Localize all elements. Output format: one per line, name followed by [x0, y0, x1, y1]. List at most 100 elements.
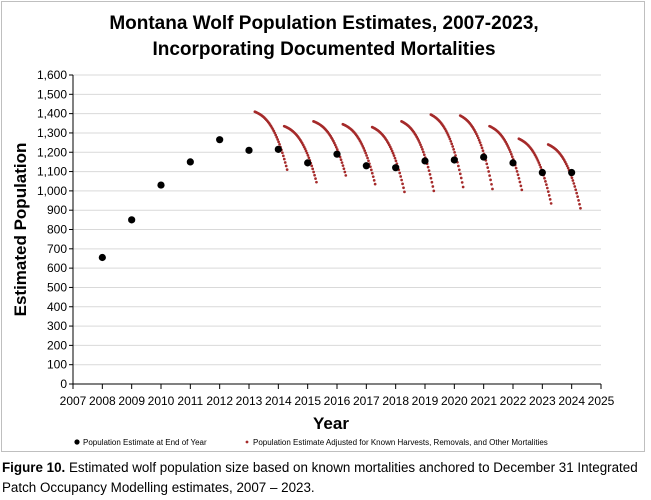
y-tick-label: 700	[47, 242, 67, 256]
year-end-estimate-point	[509, 159, 517, 167]
adjusted-estimate-point	[478, 141, 482, 144]
y-tick-label: 900	[47, 203, 67, 217]
x-tick-label: 2025	[588, 394, 615, 408]
x-tick-label: 2009	[118, 394, 145, 408]
adjusted-estimate-point	[458, 172, 462, 176]
adjusted-estimate-point	[334, 143, 337, 147]
adjusted-estimate-point	[344, 174, 348, 177]
x-tick-label: 2015	[294, 394, 321, 408]
x-tick-label: 2022	[500, 394, 527, 408]
adjusted-estimate-point	[510, 155, 514, 159]
adjusted-estimate-point	[335, 148, 339, 151]
x-tick-label: 2011	[177, 394, 203, 408]
year-end-estimate-point	[98, 253, 106, 262]
adjusted-estimate-point	[566, 166, 570, 170]
adjusted-estimate-point	[544, 179, 547, 183]
legend-label-year-end: Population Estimate at End of Year	[83, 438, 207, 447]
adjusted-estimate-point	[479, 143, 483, 147]
adjusted-estimate-point	[451, 145, 455, 148]
adjusted-estimate-point	[277, 140, 280, 144]
x-tick-label: 2017	[353, 394, 380, 408]
year-end-estimate-point	[274, 145, 282, 153]
x-tick-label: 2020	[441, 394, 468, 408]
adjusted-estimate-point	[457, 168, 461, 172]
adjusted-estimate-point	[371, 175, 375, 179]
chart-title: Montana Wolf Population Estimates, 2007-…	[109, 13, 538, 60]
adjusted-estimate-point	[401, 182, 404, 186]
adjusted-estimate-point	[429, 176, 433, 180]
adjusted-estimate-point	[365, 154, 368, 157]
y-tick-labels: 0 100 200 300 400 500 600 700 800 900 1,000 1,100 1,…	[37, 68, 67, 391]
y-tick-label: 1,100	[37, 165, 67, 179]
y-tick-label: 500	[47, 280, 67, 294]
adjusted-estimate-point	[571, 179, 575, 182]
adjusted-estimate-point	[278, 143, 281, 146]
x-tick-label: 2016	[324, 394, 351, 408]
adjusted-estimate-point	[311, 167, 315, 171]
x-tick-label: 2010	[148, 394, 175, 408]
adjusted-estimate-point	[430, 180, 434, 184]
adjusted-estimate-point	[418, 141, 421, 144]
adjusted-estimate-point	[421, 148, 424, 151]
adjusted-estimate-point	[342, 167, 346, 171]
adjusted-estimate-point	[420, 145, 423, 149]
year-end-estimate-point	[304, 159, 312, 167]
adjusted-estimate-point	[476, 136, 480, 140]
adjusted-estimate-point	[452, 147, 455, 151]
x-tick-labels: 2007 2008 2009 2010 2011 2012 2013 2014 2015 2016…	[60, 394, 615, 408]
adjusted-estimate-point	[307, 156, 311, 160]
adjusted-estimate-point	[516, 173, 520, 177]
adjusted-estimate-point	[315, 180, 318, 184]
adjusted-estimate-point	[546, 190, 550, 193]
adjusted-estimate-point	[372, 178, 376, 182]
year-end-estimate-point	[157, 181, 165, 189]
adjusted-estimate-point	[448, 137, 452, 141]
adjusted-estimate-point	[398, 171, 402, 175]
adjusted-estimate-point	[431, 185, 435, 188]
adjusted-estimate-point	[361, 144, 365, 148]
adjusted-estimate-point	[334, 145, 338, 149]
adjusted-estimate-point	[454, 154, 457, 157]
adjusted-estimate-point	[578, 202, 581, 206]
adjusted-estimate-point	[419, 143, 422, 147]
adjusted-estimate-point	[422, 150, 425, 154]
y-tick-label: 800	[47, 223, 67, 237]
year-end-estimate-point	[216, 136, 224, 144]
adjusted-estimate-point	[432, 189, 436, 193]
adjusted-estimate-point	[518, 180, 522, 184]
x-tick-label: 2008	[89, 394, 116, 408]
adjusted-estimate-point	[446, 133, 450, 136]
year-end-estimate-point	[333, 150, 341, 158]
adjusted-estimate-point	[303, 147, 307, 151]
adjusted-estimate-point	[570, 176, 574, 180]
y-tick-label: 1,000	[37, 184, 67, 198]
adjusted-estimate-point	[565, 164, 569, 168]
adjusted-estimate-point	[394, 159, 398, 163]
y-tick-label: 600	[47, 261, 67, 275]
adjusted-estimate-point	[283, 161, 287, 164]
adjusted-estimate-point	[459, 176, 463, 180]
adjusted-estimate-point	[519, 184, 523, 188]
adjusted-estimate-point	[535, 157, 539, 160]
adjusted-estimate-point	[507, 146, 510, 149]
adjusted-estimate-point	[477, 138, 481, 142]
year-end-estimate-point	[568, 168, 576, 177]
adjusted-estimate-point	[572, 182, 576, 185]
adjusted-estimate-point	[304, 149, 308, 153]
adjusted-estimate-point	[341, 164, 345, 167]
adjusted-estimate-point	[402, 186, 405, 190]
adjusted-estimate-point	[364, 151, 367, 155]
y-tick-label: 0	[60, 377, 67, 391]
adjusted-estimate-point	[545, 183, 548, 186]
adjusted-estimate-point	[537, 161, 541, 164]
adjusted-estimate-point	[515, 170, 519, 173]
adjusted-estimate-point	[369, 168, 373, 172]
gridlines	[69, 74, 601, 385]
adjusted-estimate-point	[485, 162, 489, 166]
chart-title-line: Montana Wolf Population Estimates, 2007-…	[109, 13, 538, 34]
axes	[72, 75, 602, 389]
adjusted-estimate-point	[392, 154, 396, 157]
year-end-estimate-point	[362, 162, 370, 170]
adjusted-estimate-point	[579, 206, 582, 210]
adjusted-estimate-point	[276, 138, 279, 141]
